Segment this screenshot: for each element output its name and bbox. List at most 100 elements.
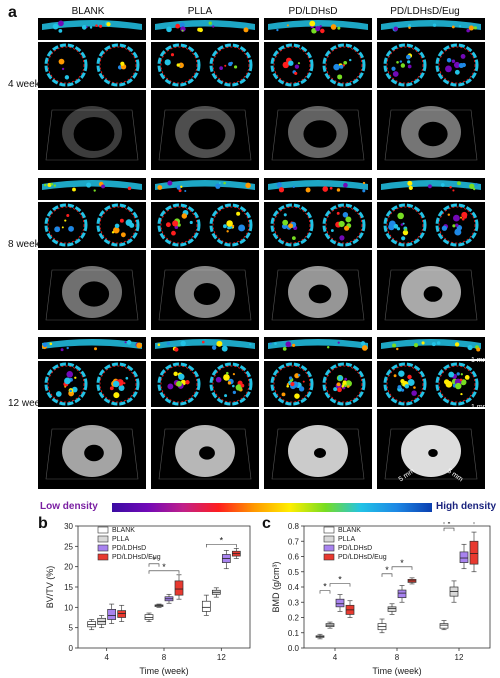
x-axis-label: Time (week) [372,666,421,676]
microct-section-strip-blank-8 [38,178,146,200]
microct-section-strip-pd-ldhsd-12 [264,337,372,359]
box-pd-ldhsd-eug [469,540,479,565]
legend-low-density: Low density [40,501,98,512]
box-pd-ldhsd [459,551,469,563]
microct-axial-view-plla-4 [151,42,259,88]
density-colorbar [112,503,432,512]
column-header-plla: PLLA [187,6,213,17]
microct-axial-view-pd-ldhsd-eug-8 [377,202,485,248]
significance-star: * [385,565,389,575]
column-header-blank: BLANK [71,6,105,17]
significance-bracket [443,527,455,532]
legend-swatch [323,526,335,534]
panel-a-letter: a [8,4,17,21]
row-label-4-week: 4 week [8,79,40,90]
legend-entry: PD/LDHsD [112,545,146,552]
y-tick-label: 0.8 [288,522,300,531]
x-tick-label: 8 [395,653,400,662]
panel-b-letter: b [38,515,48,532]
scale-bar-label-2: 1 mm [471,404,489,411]
y-tick-label: 0.7 [288,537,300,546]
legend-swatch [323,553,335,561]
significance-bracket [443,522,475,525]
y-tick-label: 30 [64,522,73,531]
microct-3d-render-pd-ldhsd-eug-12 [377,409,485,489]
significance-bracket [148,563,160,567]
legend-entry: BLANK [112,527,135,534]
microct-section-strip-plla-4 [151,18,259,40]
y-tick-label: 0.5 [288,568,300,577]
significance-star: * [162,562,166,572]
y-tick-label: 0.6 [288,553,300,562]
microct-axial-view-pd-ldhsd-12 [264,361,372,407]
y-tick-label: 0.3 [288,598,300,607]
box-pd-ldhsd-eug [117,610,127,618]
y-tick-label: 25 [64,542,73,551]
y-tick-label: 0.1 [288,629,300,638]
legend-entry: PD/LDHsD/Eug [112,554,161,561]
column-header-pd-ldhsd-eug: PD/LDHsD/Eug [390,6,460,17]
y-tick-label: 0 [69,644,74,653]
microct-axial-view-plla-12 [151,361,259,407]
bmd-box-chart: 0.0 0.1 0.2 0.3 0.4 0.5 0.6 0.7 0.8 BMD (g/cm³) Ti… [271,522,491,676]
microct-section-strip-pd-ldhsd-4 [264,18,372,40]
microct-axial-view-pd-ldhsd-eug-4 [377,42,485,88]
microct-3d-render-pd-ldhsd-4 [264,90,372,170]
x-axis-label: Time (week) [139,666,188,676]
microct-3d-render-plla-8 [151,250,259,330]
y-tick-label: 5 [69,624,74,633]
significance-star: * [220,535,224,545]
box-pd-ldhsd [397,589,407,599]
significance-star: * [447,522,451,529]
x-tick-label: 8 [162,653,167,662]
panel-c-letter: c [262,515,271,532]
column-header-pd-ldhsd: PD/LDHsD [288,6,338,17]
microct-section-strip-pd-ldhsd-8 [264,178,372,200]
microct-axial-view-pd-ldhsd-eug-12 [377,361,485,407]
microct-axial-view-pd-ldhsd-8 [264,202,372,248]
microct-section-strip-pd-ldhsd-eug-4 [377,18,485,40]
microct-3d-render-pd-ldhsd-eug-8 [377,250,485,330]
microct-axial-view-blank-12 [38,361,146,407]
x-tick-label: 4 [333,653,338,662]
significance-star: * [400,558,404,568]
microct-axial-view-blank-8 [38,202,146,248]
row-label-8-week: 8 week [8,239,40,250]
microct-axial-view-blank-4 [38,42,146,88]
microct-3d-render-pd-ldhsd-eug-4 [377,90,485,170]
scale-bar-label-1: 1 mm [471,357,489,364]
microct-3d-render-blank-8 [38,250,146,330]
row-label-12-week: 12 week [8,398,46,409]
significance-star: * [338,575,342,585]
legend-high-density: High density [436,501,497,512]
x-tick-label: 12 [217,653,226,662]
microct-section-strip-plla-8 [151,178,259,200]
legend-entry: PLLA [112,536,129,543]
legend-swatch [97,535,109,543]
y-tick-label: 15 [64,583,73,592]
microct-3d-render-blank-4 [38,90,146,170]
significance-bracket [391,566,413,570]
legend-entry: PLLA [338,536,355,543]
microct-axial-view-plla-8 [151,202,259,248]
legend-swatch [97,553,109,561]
microct-section-strip-plla-12 [151,337,259,359]
box-pd-ldhsd-eug [174,580,184,596]
microct-3d-render-plla-12 [151,409,259,489]
y-tick-label: 10 [64,603,73,612]
y-axis-label: BMD (g/cm³) [271,562,281,613]
microct-section-strip-blank-12 [38,337,146,359]
y-axis-label: BV/TV (%) [45,566,55,609]
box-plla [387,606,397,612]
significance-bracket [206,544,237,548]
significance-bracket [329,583,351,587]
legend-swatch [323,544,335,552]
legend-entry: PD/LDHsD/Eug [338,554,387,561]
y-tick-label: 0.0 [288,644,300,653]
legend-swatch [97,526,109,534]
x-tick-label: 4 [104,653,109,662]
microct-section-strip-blank-4 [38,18,146,40]
microct-3d-render-blank-12 [38,409,146,489]
significance-star: * [152,555,156,565]
microct-axial-view-pd-ldhsd-4 [264,42,372,88]
